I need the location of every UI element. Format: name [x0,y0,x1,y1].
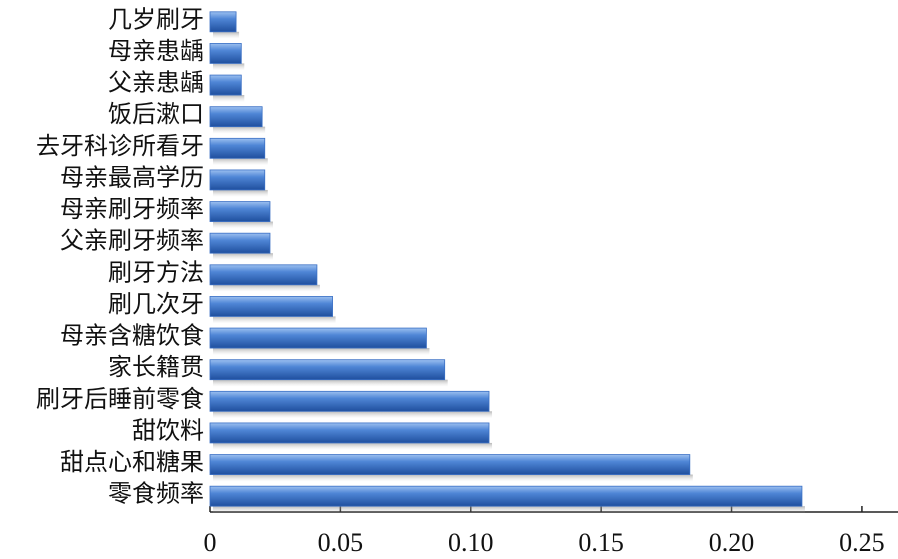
y-tick-label: 母亲患龋 [108,38,204,65]
bar-shadow [213,95,245,103]
y-tick-label: 甜点心和糖果 [60,449,204,476]
y-tick-label: 父亲患龋 [108,70,204,97]
bar [209,296,333,317]
bar-shadow [213,474,693,482]
y-tick-label: 母亲刷牙频率 [60,196,204,223]
x-tick-label: 0.20 [709,528,755,557]
bar-shadow [213,253,273,261]
x-tick-label: 0.05 [318,528,364,557]
bar [209,327,427,349]
y-tick-label: 几岁刷牙 [108,6,204,33]
bar [209,359,446,381]
bar-shadow [213,411,493,419]
y-tick-label: 甜饮料 [132,417,204,444]
bar [209,137,266,159]
bar [209,454,691,475]
bar [209,43,242,64]
x-tick-label: 0.10 [448,528,494,557]
bar-shadow [213,126,266,134]
bar-shadow [213,506,805,514]
x-tick-label: 0 [204,528,217,557]
y-tick-label: 刷几次牙 [108,291,204,318]
y-tick-label: 饭后漱口 [108,101,204,128]
y-tick-label: 家长籍贯 [108,354,204,381]
bar-shadow [213,442,493,450]
y-tick-label: 刷牙方法 [108,259,204,286]
bar [209,422,490,444]
bar-shadow [213,348,430,356]
bar [209,106,263,128]
y-tick-label: 父亲刷牙频率 [60,228,204,255]
bar [209,232,271,254]
bar-shadow [213,189,268,197]
bar-shadow [213,63,245,71]
bar-shadow [213,158,268,166]
bar [209,485,803,507]
x-tick-label: 0.15 [578,528,624,557]
y-tick-label: 零食频率 [108,481,204,508]
bar-shadow [213,316,336,324]
bar-shadow [213,284,320,292]
bar [209,11,237,33]
bar-shadow [213,221,273,229]
bar [209,390,490,412]
y-tick-label: 去牙科诊所看牙 [36,133,204,160]
bar [209,201,271,222]
y-tick-label: 刷牙后睡前零食 [36,386,204,413]
x-tick-label: 0.25 [839,528,885,557]
y-tick-label: 母亲最高学历 [60,164,204,191]
bar [209,264,318,286]
bar [209,74,242,96]
bar [209,169,266,191]
y-tick-label: 母亲含糖饮食 [60,323,204,350]
bar-shadow [213,379,448,387]
bar-shadow [213,31,240,39]
